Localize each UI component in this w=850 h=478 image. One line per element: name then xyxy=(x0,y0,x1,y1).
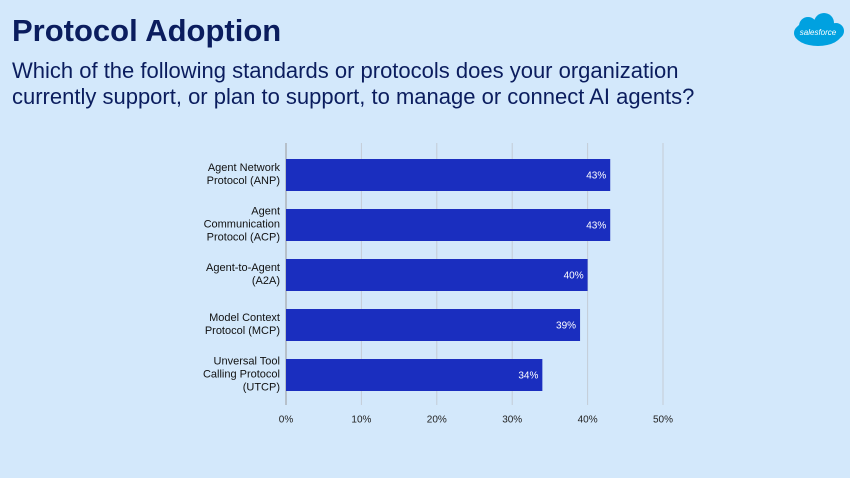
x-tick-label: 30% xyxy=(502,415,522,426)
y-tick-label: Agent-to-Agent (A2A) xyxy=(206,262,280,287)
subtitle: Which of the following standards or prot… xyxy=(12,58,678,83)
logo-text: salesforce xyxy=(800,28,837,37)
x-tick-label: 20% xyxy=(427,415,447,426)
bar xyxy=(286,209,611,241)
title: Protocol Adoption xyxy=(12,13,281,48)
bar xyxy=(286,159,611,191)
subtitle: currently support, or plan to support, t… xyxy=(12,84,694,109)
value-label: 34% xyxy=(518,371,538,382)
value-label: 40% xyxy=(564,271,584,282)
x-tick-label: 0% xyxy=(279,415,294,426)
x-tick-label: 40% xyxy=(578,415,598,426)
y-tick-label: Agent Network Protocol (ANP) xyxy=(206,162,280,187)
bar xyxy=(286,259,588,291)
value-label: 39% xyxy=(556,321,576,332)
y-tick-label: Agent Communication Protocol (ACP) xyxy=(203,205,280,244)
y-tick-label: Unversal Tool Calling Protocol (UTCP) xyxy=(202,355,280,394)
value-label: 43% xyxy=(586,221,606,232)
bar xyxy=(286,309,581,341)
logo: salesforce xyxy=(794,13,844,46)
x-tick-label: 50% xyxy=(653,415,673,426)
y-tick-label: Model Context Protocol (MCP) xyxy=(204,312,280,337)
value-label: 43% xyxy=(586,171,606,182)
x-tick-label: 10% xyxy=(351,415,371,426)
bar xyxy=(286,359,543,391)
